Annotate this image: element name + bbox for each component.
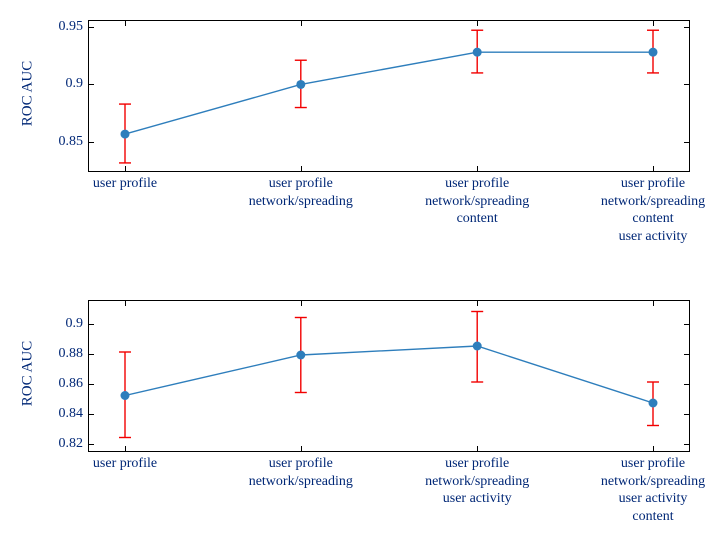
ytick-label: 0.88 [59,346,90,362]
data-marker [296,80,305,89]
ytick-label: 0.95 [59,19,90,35]
xtick-label-line: network/spreading [249,193,353,211]
data-marker [473,342,482,351]
ytick-label: 0.84 [59,406,90,422]
ytick-label: 0.9 [66,316,90,332]
xtick-label: user profilenetwork/spreadinguser activi… [601,451,705,525]
data-marker [473,48,482,57]
chart-svg [89,301,689,451]
series-line [125,52,653,134]
xtick-label-line: user profile [601,455,705,473]
data-marker [649,48,658,57]
xtick-label: user profilenetwork/spreadingcontent [425,171,529,228]
xtick-label: user profilenetwork/spreading [249,171,353,210]
xtick-label: user profilenetwork/spreading [249,451,353,490]
plot-area-bottom: 0.820.840.860.880.9user profileuser prof… [88,300,690,452]
ytick-label: 0.86 [59,376,90,392]
xtick-label-line: user profile [249,455,353,473]
xtick-label-line: user profile [93,175,157,193]
xtick-label-line: content [425,210,529,228]
xtick-label: user profile [93,171,157,193]
xtick-label-line: user activity [425,490,529,508]
xtick-label: user profilenetwork/spreadingcontentuser… [601,171,705,245]
data-marker [649,399,658,408]
xtick-label-line: network/spreading [601,193,705,211]
xtick-label-line: user profile [425,175,529,193]
figure: 0.850.90.95user profileuser profilenetwo… [0,0,720,545]
data-marker [121,391,130,400]
data-marker [296,351,305,360]
xtick-label-line: network/spreading [425,473,529,491]
ytick-label: 0.85 [59,134,90,150]
xtick-label-line: network/spreading [425,193,529,211]
xtick-label-line: network/spreading [601,473,705,491]
xtick-label-line: user activity [601,228,705,246]
y-axis-label: ROC AUC [20,19,37,169]
xtick-label-line: network/spreading [249,473,353,491]
ytick-label: 0.9 [66,76,90,92]
data-marker [121,130,130,139]
xtick-label: user profilenetwork/spreadinguser activi… [425,451,529,508]
xtick-label-line: content [601,508,705,526]
plot-area-top: 0.850.90.95user profileuser profilenetwo… [88,20,690,172]
series-line [125,346,653,403]
xtick-label-line: user profile [93,455,157,473]
xtick-label-line: user activity [601,490,705,508]
xtick-label-line: user profile [601,175,705,193]
xtick-label-line: user profile [249,175,353,193]
xtick-label: user profile [93,451,157,473]
ytick-label: 0.82 [59,436,90,452]
xtick-label-line: content [601,210,705,228]
chart-svg [89,21,689,171]
y-axis-label: ROC AUC [20,299,37,449]
xtick-label-line: user profile [425,455,529,473]
